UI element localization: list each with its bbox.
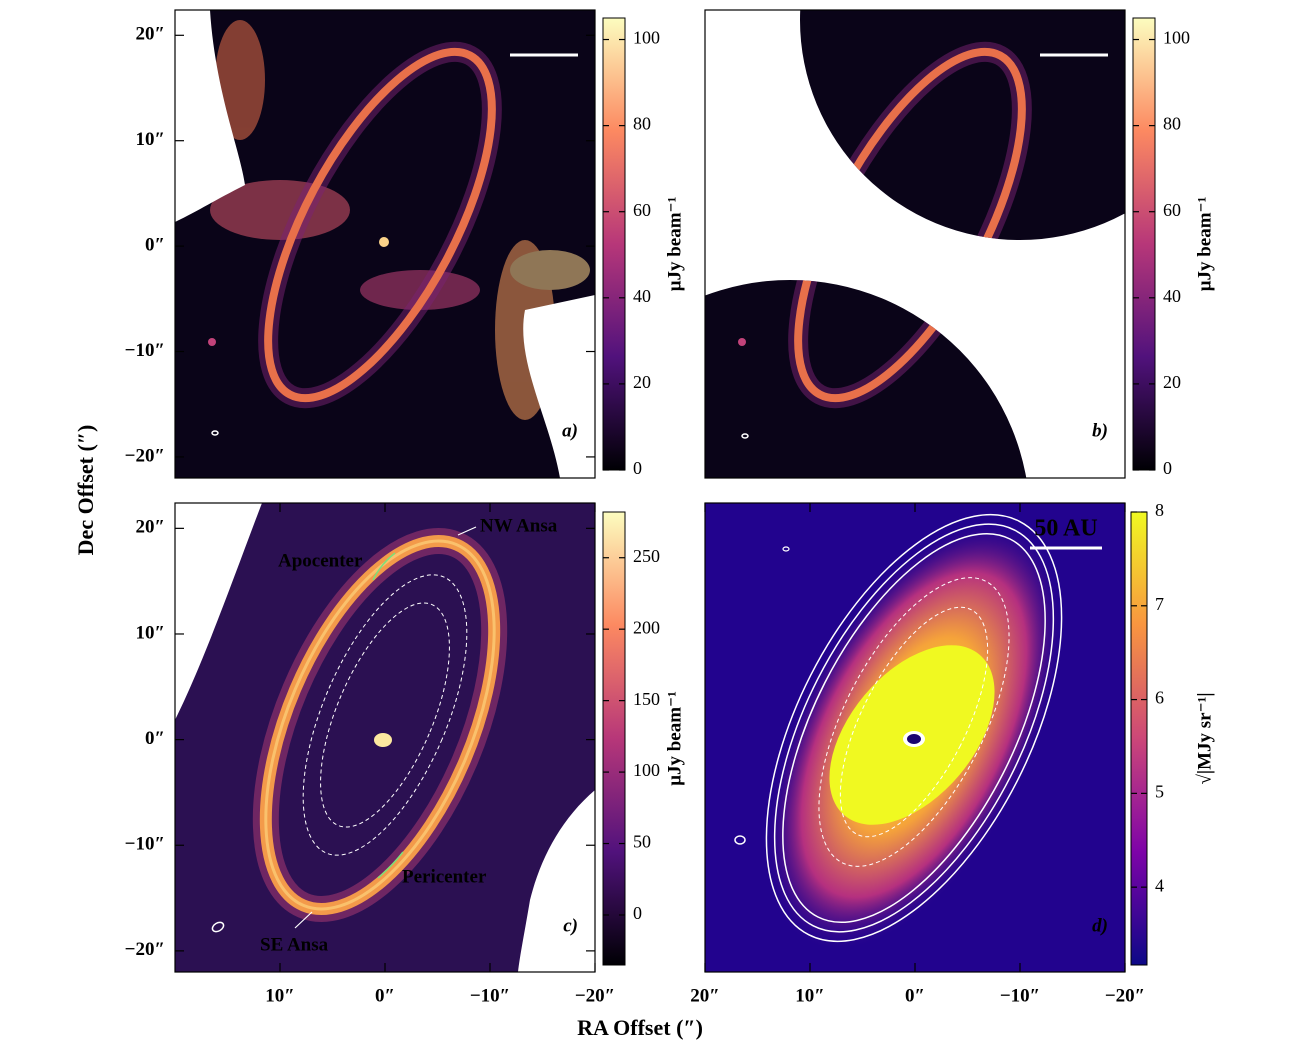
colorbar-tick-label: 80 bbox=[1163, 114, 1181, 134]
contour bbox=[773, 523, 1055, 933]
colorbar bbox=[1130, 511, 1148, 966]
orbit bbox=[818, 577, 1010, 867]
y-tick-label: −10″ bbox=[125, 834, 165, 855]
leader-line bbox=[294, 911, 313, 929]
colorbar-tick-label: 100 bbox=[633, 760, 660, 780]
colorbar-tick-label: 40 bbox=[1163, 286, 1181, 306]
ring-core bbox=[264, 539, 496, 911]
panel-label: a) bbox=[562, 420, 578, 441]
image-b bbox=[705, 10, 1125, 478]
colorbar-tick-label: 250 bbox=[633, 546, 660, 566]
x-axis-title: RA Offset (″) bbox=[577, 1015, 703, 1040]
source bbox=[208, 338, 216, 346]
colorbar-tick-label: 50 bbox=[633, 832, 651, 852]
colorbar-tick-label: 0 bbox=[1163, 458, 1172, 478]
annotation: Apocenter bbox=[278, 550, 363, 571]
beam bbox=[782, 546, 790, 552]
colorbar-label: √|MJy sr⁻¹| bbox=[1194, 692, 1215, 784]
x-tick-label: 10″ bbox=[795, 985, 825, 1006]
image-c bbox=[175, 503, 595, 972]
y-tick-label: 0″ bbox=[145, 234, 165, 255]
annotation: NW Ansa bbox=[480, 515, 558, 536]
x-tick-label: 0″ bbox=[375, 985, 395, 1006]
contour bbox=[765, 513, 1063, 943]
y-tick-label: 20″ bbox=[136, 24, 166, 45]
axes-frame bbox=[174, 9, 596, 479]
colorbar-tick-label: 20 bbox=[1163, 372, 1181, 392]
colorbar-tick-label: 40 bbox=[633, 286, 651, 306]
beam bbox=[211, 921, 225, 933]
x-tick-label: 20″ bbox=[690, 985, 720, 1006]
colorbar-tick-label: 150 bbox=[633, 689, 660, 709]
x-tick-label: −20″ bbox=[1105, 985, 1145, 1006]
colorbar-tick-label: 8 bbox=[1155, 500, 1164, 520]
mask bbox=[523, 295, 595, 478]
x-tick-label: −10″ bbox=[470, 985, 510, 1006]
colorbar-tick-label: 200 bbox=[633, 617, 660, 637]
y-tick-label: −20″ bbox=[125, 445, 165, 466]
colorbar-tick-label: 20 bbox=[633, 372, 651, 392]
pericenter-arc bbox=[377, 851, 404, 879]
image-d bbox=[705, 503, 1125, 972]
annotation: 50 AU bbox=[1034, 516, 1097, 542]
panel-label: b) bbox=[1092, 420, 1108, 441]
colorbar-tick-label: 0 bbox=[633, 458, 642, 478]
colorbar-tick-label: 60 bbox=[1163, 200, 1181, 220]
leader-line bbox=[457, 526, 477, 536]
colorbar-label: μJy beam⁻¹ bbox=[664, 691, 685, 786]
orbit bbox=[320, 602, 450, 828]
colorbar-label: μJy beam⁻¹ bbox=[664, 197, 685, 292]
y-tick-label: −10″ bbox=[125, 340, 165, 361]
mask bbox=[175, 10, 245, 222]
apocenter-arc bbox=[372, 552, 396, 581]
noise-blob bbox=[510, 250, 590, 290]
x-tick-label: 0″ bbox=[905, 985, 925, 1006]
y-tick-label: 10″ bbox=[136, 129, 166, 150]
colorbar-tick-label: 60 bbox=[633, 200, 651, 220]
colorbar-label: μJy beam⁻¹ bbox=[1194, 197, 1215, 292]
star bbox=[907, 734, 921, 744]
y-axis-title: Dec Offset (″) bbox=[73, 425, 98, 556]
colorbar bbox=[602, 511, 626, 966]
colorbar-tick-label: 4 bbox=[1155, 875, 1164, 895]
y-tick-label: −20″ bbox=[125, 939, 165, 960]
x-tick-label: 10″ bbox=[265, 985, 295, 1006]
annotation: SE Ansa bbox=[260, 934, 329, 955]
colorbar-tick-label: 7 bbox=[1155, 594, 1164, 614]
colorbar-tick-label: 6 bbox=[1155, 688, 1164, 708]
axes-frame bbox=[704, 9, 1126, 479]
y-tick-label: 20″ bbox=[136, 517, 166, 538]
x-tick-label: −10″ bbox=[1000, 985, 1040, 1006]
noise-blob bbox=[215, 20, 265, 140]
source bbox=[738, 338, 746, 346]
panel-label: d) bbox=[1092, 915, 1108, 936]
contour bbox=[734, 835, 746, 845]
beam bbox=[741, 433, 749, 439]
x-tick-label: −20″ bbox=[575, 985, 615, 1006]
image-a bbox=[175, 10, 595, 478]
colorbar-tick-label: 5 bbox=[1155, 781, 1164, 801]
mask bbox=[518, 790, 595, 972]
y-tick-label: 0″ bbox=[145, 728, 165, 749]
orbit bbox=[839, 606, 989, 838]
panel-label: c) bbox=[563, 915, 578, 936]
colorbar-tick-label: 0 bbox=[633, 903, 642, 923]
colorbar-tick-label: 100 bbox=[633, 28, 660, 48]
orbit bbox=[302, 574, 468, 856]
mask bbox=[175, 503, 262, 720]
star bbox=[379, 237, 389, 247]
colorbar bbox=[602, 17, 626, 471]
ring bbox=[264, 47, 496, 403]
y-tick-label: 10″ bbox=[136, 622, 166, 643]
star bbox=[374, 733, 392, 747]
beam bbox=[211, 430, 219, 436]
colorbar-tick-label: 80 bbox=[633, 114, 651, 134]
colorbar-tick-label: 100 bbox=[1163, 28, 1190, 48]
contour bbox=[782, 532, 1046, 924]
colorbar bbox=[1132, 17, 1156, 471]
annotation: Pericenter bbox=[402, 866, 487, 887]
